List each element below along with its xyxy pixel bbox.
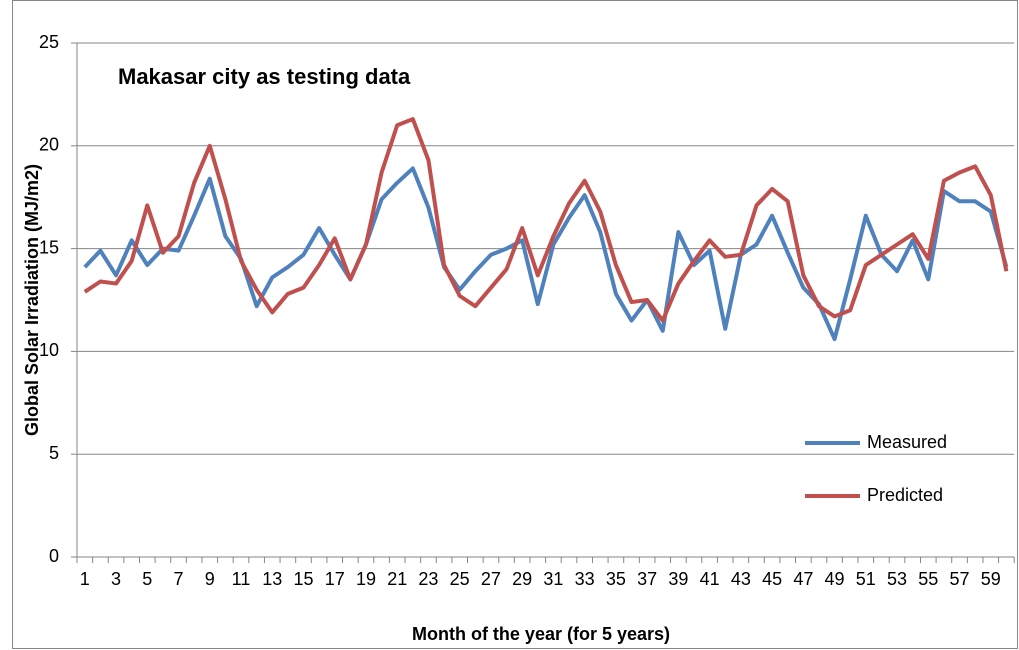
chart-title: Makasar city as testing data bbox=[118, 64, 411, 89]
y-tick-label: 0 bbox=[49, 546, 59, 566]
x-tick-label: 47 bbox=[793, 569, 813, 589]
x-tick-label: 11 bbox=[232, 569, 251, 589]
x-tick-label: 59 bbox=[981, 569, 1001, 589]
x-tick-label: 19 bbox=[356, 569, 376, 589]
x-tick-label: 33 bbox=[575, 569, 595, 589]
x-tick-label: 5 bbox=[142, 569, 152, 589]
x-tick-label: 35 bbox=[606, 569, 626, 589]
x-tick-label: 7 bbox=[174, 569, 184, 589]
x-tick-label: 55 bbox=[918, 569, 938, 589]
x-tick-label: 45 bbox=[762, 569, 782, 589]
x-tick-label: 51 bbox=[856, 569, 876, 589]
x-tick-label: 43 bbox=[731, 569, 751, 589]
x-tick-label: 23 bbox=[418, 569, 438, 589]
x-tick-label: 3 bbox=[111, 569, 121, 589]
x-tick-label: 17 bbox=[325, 569, 345, 589]
y-tick-label: 20 bbox=[39, 135, 59, 155]
y-tick-label: 5 bbox=[49, 443, 59, 463]
chart-frame bbox=[12, 0, 1018, 649]
y-tick-label: 10 bbox=[39, 340, 59, 360]
x-axis-title: Month of the year (for 5 years) bbox=[412, 624, 670, 644]
legend-label: Predicted bbox=[867, 485, 943, 505]
y-tick-label: 15 bbox=[39, 237, 59, 257]
x-tick-label: 21 bbox=[387, 569, 407, 589]
x-tick-label: 27 bbox=[481, 569, 501, 589]
x-tick-label: 39 bbox=[668, 569, 688, 589]
y-tick-label: 25 bbox=[39, 32, 59, 52]
x-tick-label: 53 bbox=[887, 569, 907, 589]
x-tick-label: 25 bbox=[450, 569, 470, 589]
x-tick-label: 13 bbox=[262, 569, 282, 589]
data-line bbox=[83, 117, 1009, 323]
x-tick-label: 1 bbox=[80, 569, 90, 589]
x-tick-label: 29 bbox=[512, 569, 532, 589]
y-axis-title: Global Solar Irradiation (MJ/m2) bbox=[22, 164, 42, 436]
x-tick-label: 31 bbox=[543, 569, 563, 589]
x-tick-label: 15 bbox=[293, 569, 313, 589]
x-tick-label: 37 bbox=[637, 569, 657, 589]
x-tick-label: 41 bbox=[700, 569, 720, 589]
x-tick-label: 9 bbox=[205, 569, 215, 589]
legend-label: Measured bbox=[867, 432, 947, 452]
x-tick-label: 49 bbox=[825, 569, 845, 589]
x-tick-label: 57 bbox=[950, 569, 970, 589]
